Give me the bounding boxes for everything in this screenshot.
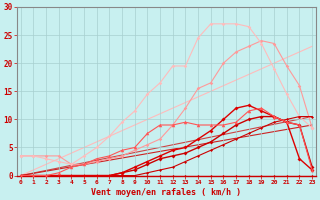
X-axis label: Vent moyen/en rafales ( km/h ): Vent moyen/en rafales ( km/h ) [92,188,241,197]
